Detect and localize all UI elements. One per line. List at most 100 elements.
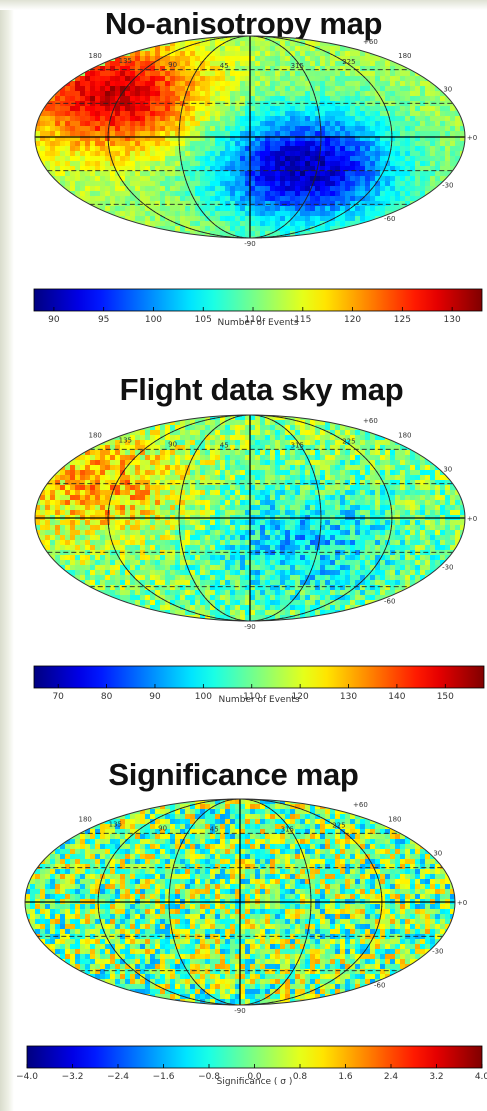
heatmap-cell bbox=[335, 206, 341, 212]
heatmap-cell bbox=[450, 540, 456, 546]
heatmap-cell bbox=[335, 71, 341, 77]
heatmap-cell bbox=[100, 465, 106, 471]
heatmap-cell bbox=[230, 131, 236, 137]
heatmap-cell bbox=[290, 221, 296, 227]
heatmap-cell bbox=[305, 440, 311, 446]
heatmap-cell bbox=[415, 111, 421, 117]
heatmap-cell bbox=[150, 535, 156, 541]
heatmap-cell bbox=[320, 495, 326, 501]
heatmap-cell bbox=[90, 156, 96, 162]
heatmap-cell bbox=[375, 540, 381, 546]
heatmap-cell bbox=[115, 450, 121, 456]
heatmap-cell bbox=[360, 96, 366, 102]
heatmap-cell bbox=[205, 126, 211, 132]
heatmap-cell bbox=[395, 156, 401, 162]
heatmap-cell bbox=[245, 226, 251, 232]
heatmap-cell bbox=[170, 56, 176, 62]
heatmap-cell bbox=[330, 460, 336, 466]
heatmap-cell bbox=[220, 146, 226, 152]
heatmap-cell bbox=[415, 151, 421, 157]
heatmap-cell bbox=[300, 46, 306, 52]
heatmap-cell bbox=[215, 206, 221, 212]
heatmap-cell bbox=[50, 530, 56, 536]
heatmap-cell bbox=[290, 131, 296, 137]
heatmap-cell bbox=[405, 156, 411, 162]
heatmap-cell bbox=[210, 181, 216, 187]
heatmap-cell bbox=[75, 81, 81, 87]
heatmap-cell bbox=[255, 46, 261, 52]
heatmap-cell bbox=[415, 505, 421, 511]
heatmap-cell bbox=[370, 520, 376, 526]
heatmap-cell bbox=[75, 141, 81, 147]
heatmap-cell bbox=[360, 206, 366, 212]
heatmap-cell bbox=[150, 525, 156, 531]
heatmap-cell bbox=[160, 51, 166, 57]
heatmap-cell bbox=[365, 106, 371, 112]
heatmap-cell bbox=[285, 520, 291, 526]
heatmap-cell bbox=[220, 430, 226, 436]
heatmap-cell bbox=[240, 540, 246, 546]
heatmap-cell bbox=[70, 131, 76, 137]
heatmap-cell bbox=[130, 131, 136, 137]
heatmap-cell bbox=[140, 211, 146, 217]
heatmap-cell bbox=[270, 415, 276, 421]
heatmap-cell bbox=[70, 186, 76, 192]
heatmap-cell bbox=[335, 126, 341, 132]
heatmap-cell bbox=[155, 106, 161, 112]
heatmap-cell bbox=[380, 96, 386, 102]
heatmap-cell bbox=[125, 76, 131, 82]
heatmap-cell bbox=[170, 435, 176, 441]
heatmap-cell bbox=[180, 176, 186, 182]
heatmap-cell bbox=[165, 191, 171, 197]
heatmap-cell bbox=[185, 545, 191, 551]
heatmap-cell bbox=[145, 126, 151, 132]
heatmap-cell bbox=[395, 480, 401, 486]
heatmap-cell bbox=[315, 480, 321, 486]
heatmap-cell bbox=[250, 161, 256, 167]
heatmap-cell bbox=[435, 485, 441, 491]
heatmap-cell bbox=[380, 510, 386, 516]
heatmap-cell bbox=[425, 470, 431, 476]
heatmap-cell bbox=[230, 520, 236, 526]
heatmap-cell bbox=[185, 525, 191, 531]
heatmap-cell bbox=[240, 226, 246, 232]
heatmap-cell bbox=[340, 76, 346, 82]
heatmap-cell bbox=[365, 505, 371, 511]
heatmap-cell bbox=[410, 151, 416, 157]
heatmap-cell bbox=[145, 61, 151, 67]
heatmap-cell bbox=[215, 116, 221, 122]
heatmap-cell bbox=[210, 46, 216, 52]
heatmap-cell bbox=[260, 490, 266, 496]
heatmap-cell bbox=[425, 91, 431, 97]
heatmap-cell bbox=[320, 166, 326, 172]
heatmap-cell bbox=[330, 485, 336, 491]
heatmap-cell bbox=[145, 440, 151, 446]
heatmap-cell bbox=[185, 171, 191, 177]
heatmap-cell bbox=[380, 485, 386, 491]
heatmap-cell bbox=[375, 450, 381, 456]
heatmap-cell bbox=[195, 555, 201, 561]
heatmap-cell bbox=[170, 535, 176, 541]
heatmap-cell bbox=[335, 166, 341, 172]
heatmap-cell bbox=[400, 151, 406, 157]
heatmap-cell bbox=[55, 540, 61, 546]
heatmap-cell bbox=[385, 166, 391, 172]
heatmap-cell bbox=[270, 490, 276, 496]
heatmap-cell bbox=[255, 555, 261, 561]
heatmap-cell bbox=[395, 510, 401, 516]
heatmap-cell bbox=[170, 480, 176, 486]
heatmap-cell bbox=[450, 106, 456, 112]
heatmap-cell bbox=[145, 176, 151, 182]
heatmap-cell bbox=[270, 121, 276, 127]
heatmap-cell bbox=[230, 450, 236, 456]
heatmap-cell bbox=[100, 126, 106, 132]
heatmap-cell bbox=[70, 171, 76, 177]
heatmap-cell bbox=[95, 535, 101, 541]
heatmap-cell bbox=[350, 465, 356, 471]
heatmap-cell bbox=[345, 146, 351, 152]
heatmap-cell bbox=[160, 161, 166, 167]
heatmap-cell bbox=[305, 156, 311, 162]
heatmap-cell bbox=[190, 146, 196, 152]
heatmap-cell bbox=[240, 440, 246, 446]
heatmap-cell bbox=[285, 510, 291, 516]
